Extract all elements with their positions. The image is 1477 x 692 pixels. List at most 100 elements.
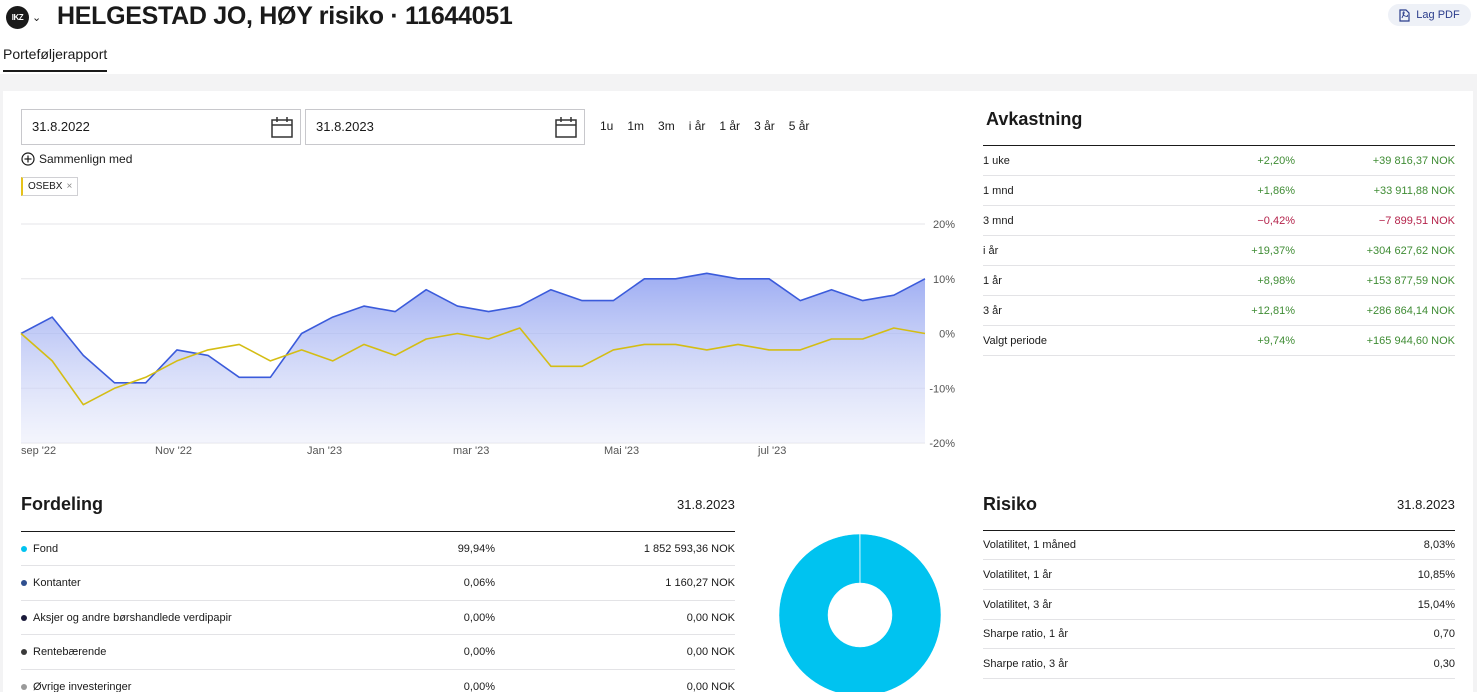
allocation-amount: 0,00 NOK [686, 681, 735, 692]
x-tick-label: mar '23 [453, 445, 489, 457]
lag-pdf-label: Lag PDF [1416, 9, 1460, 21]
allocation-title: Fordeling [21, 494, 103, 514]
period-1-ar[interactable]: 1 år [719, 119, 741, 133]
risk-label: Volatilitet, 1 måned [983, 539, 1076, 551]
returns-percent: +9,74% [1257, 334, 1295, 347]
pdf-icon [1399, 8, 1410, 22]
returns-row: i år +19,37% +304 627,62 NOK [983, 236, 1455, 266]
lag-pdf-button[interactable]: Lag PDF [1388, 4, 1471, 26]
legend-dot [21, 614, 27, 621]
legend-dot [21, 684, 27, 691]
returns-divider [983, 145, 1455, 146]
account-switcher[interactable]: IKZ ⌄ [6, 6, 41, 29]
risk-date: 31.8.2023 [1397, 497, 1455, 512]
returns-percent: +19,37% [1251, 244, 1295, 257]
risk-row: Sharpe ratio, 3 år 0,30 [983, 650, 1455, 680]
risk-row: Volatilitet, 3 år 15,04% [983, 591, 1455, 620]
returns-period-label: 3 mnd [983, 214, 1014, 227]
returns-period-label: Valgt periode [983, 334, 1048, 347]
period-1u[interactable]: 1u [600, 119, 614, 133]
returns-period-label: 1 uke [983, 154, 1010, 167]
returns-percent: +12,81% [1251, 304, 1295, 317]
risk-value: 10,85% [1417, 568, 1455, 581]
plus-circle-icon [21, 152, 35, 166]
risk-row: Volatilitet, 1 måned 8,03% [983, 531, 1455, 560]
page-header: IKZ ⌄ HELGESTAD JO, HØY risiko · 1164405… [0, 0, 1477, 74]
date-to-value: 31.8.2023 [316, 119, 374, 134]
allocation-row: Fond 99,94% 1 852 593,36 NOK [21, 532, 735, 566]
returns-percent: +8,98% [1257, 274, 1295, 287]
period-3-ar[interactable]: 3 år [754, 119, 775, 133]
risk-label: Volatilitet, 1 år [983, 568, 1053, 581]
returns-period-label: i år [983, 244, 999, 257]
period-3m[interactable]: 3m [658, 119, 675, 133]
portfolio-area [21, 273, 925, 443]
date-to-field[interactable]: 31.8.2023 [305, 109, 585, 145]
returns-percent: +2,20% [1257, 154, 1295, 167]
returns-amount: +153 877,59 NOK [1366, 274, 1455, 287]
risk-row: Sharpe ratio, 1 år 0,70 [983, 620, 1455, 650]
returns-percent: +1,86% [1257, 184, 1295, 197]
risk-row: Volatilitet, 1 år 10,85% [983, 561, 1455, 590]
allocation-label: Aksjer og andre børshandlede verdipapir [33, 611, 232, 624]
benchmark-chip-label: OSEBX [28, 181, 63, 192]
allocation-label: Øvrige investeringer [33, 681, 132, 692]
allocation-percent: 0,06% [463, 577, 495, 589]
risk-value: 0,70 [1433, 628, 1455, 641]
calendar-icon[interactable] [271, 117, 293, 138]
x-tick-label: sep '22 [21, 445, 56, 457]
allocation-percent: 0,00% [463, 611, 495, 624]
risk-value: 0,30 [1433, 658, 1455, 671]
returns-amount: +304 627,62 NOK [1366, 244, 1455, 257]
returns-row: 3 år +12,81% +286 864,14 NOK [983, 296, 1455, 326]
risk-label: Sharpe ratio, 3 år [983, 658, 1068, 671]
returns-amount: +33 911,88 NOK [1373, 184, 1455, 197]
benchmark-chip: OSEBX × [21, 177, 79, 196]
returns-row: 1 mnd +1,86% +33 911,88 NOK [983, 176, 1455, 206]
period-i-ar[interactable]: i år [688, 119, 706, 133]
period-selector: 1u 1m 3m i år 1 år 3 år 5 år [600, 119, 809, 133]
returns-row: 3 mnd −0,42% −7 899,51 NOK [983, 206, 1455, 236]
x-tick-label: Nov '22 [155, 445, 192, 457]
returns-row: Valgt periode +9,74% +165 944,60 NOK [983, 326, 1455, 356]
risk-title: Risiko [983, 494, 1038, 514]
allocation-divider [21, 531, 735, 532]
chevron-down-icon: ⌄ [32, 12, 42, 24]
returns-row: 1 år +8,98% +153 877,59 NOK [983, 266, 1455, 296]
returns-percent: −0,42% [1257, 214, 1295, 227]
risk-label: Sharpe ratio, 1 år [983, 628, 1068, 641]
benchmark-series-line [20, 327, 926, 406]
returns-period-label: 1 mnd [983, 184, 1014, 197]
period-1m[interactable]: 1m [627, 119, 645, 133]
legend-dot [21, 545, 27, 552]
allocation-amount: 1 160,27 NOK [665, 577, 735, 589]
risk-value: 8,03% [1423, 539, 1455, 551]
legend-dot [21, 580, 27, 587]
allocation-row: Rentebærende 0,00% 0,00 NOK [21, 636, 735, 670]
returns-period-label: 1 år [983, 274, 1002, 287]
date-from-value: 31.8.2022 [32, 119, 90, 134]
allocation-date: 31.8.2023 [677, 497, 735, 512]
risk-divider [983, 530, 1455, 531]
x-tick-label: jul '23 [757, 445, 786, 457]
period-5-ar[interactable]: 5 år [788, 119, 810, 133]
allocation-label: Fond [33, 542, 59, 555]
compare-label: Sammenlign med [39, 152, 133, 166]
calendar-icon[interactable] [555, 117, 577, 138]
tab-portefoljerapport[interactable]: Porteføljerapport [3, 46, 108, 72]
y-tick-label: -10% [929, 383, 955, 395]
returns-amount: +286 864,14 NOK [1366, 304, 1455, 317]
legend-dot [21, 649, 27, 656]
date-from-field[interactable]: 31.8.2022 [21, 109, 301, 145]
allocation-amount: 1 852 593,36 NOK [643, 542, 735, 555]
allocation-percent: 99,94% [457, 542, 495, 555]
close-icon[interactable]: × [66, 181, 73, 192]
performance-chart: 20% 10% 0% -10% -20% sep '22 Nov '22 Jan '23 mar… [20, 219, 955, 457]
donut-slice [778, 533, 942, 692]
allocation-percent: 0,00% [463, 681, 495, 692]
compare-button[interactable]: Sammenlign med [21, 152, 132, 166]
y-tick-label: 0% [939, 329, 955, 341]
logo-icon: IKZ [6, 6, 29, 29]
y-tick-label: -20% [929, 438, 955, 450]
y-tick-label: 20% [933, 219, 955, 231]
